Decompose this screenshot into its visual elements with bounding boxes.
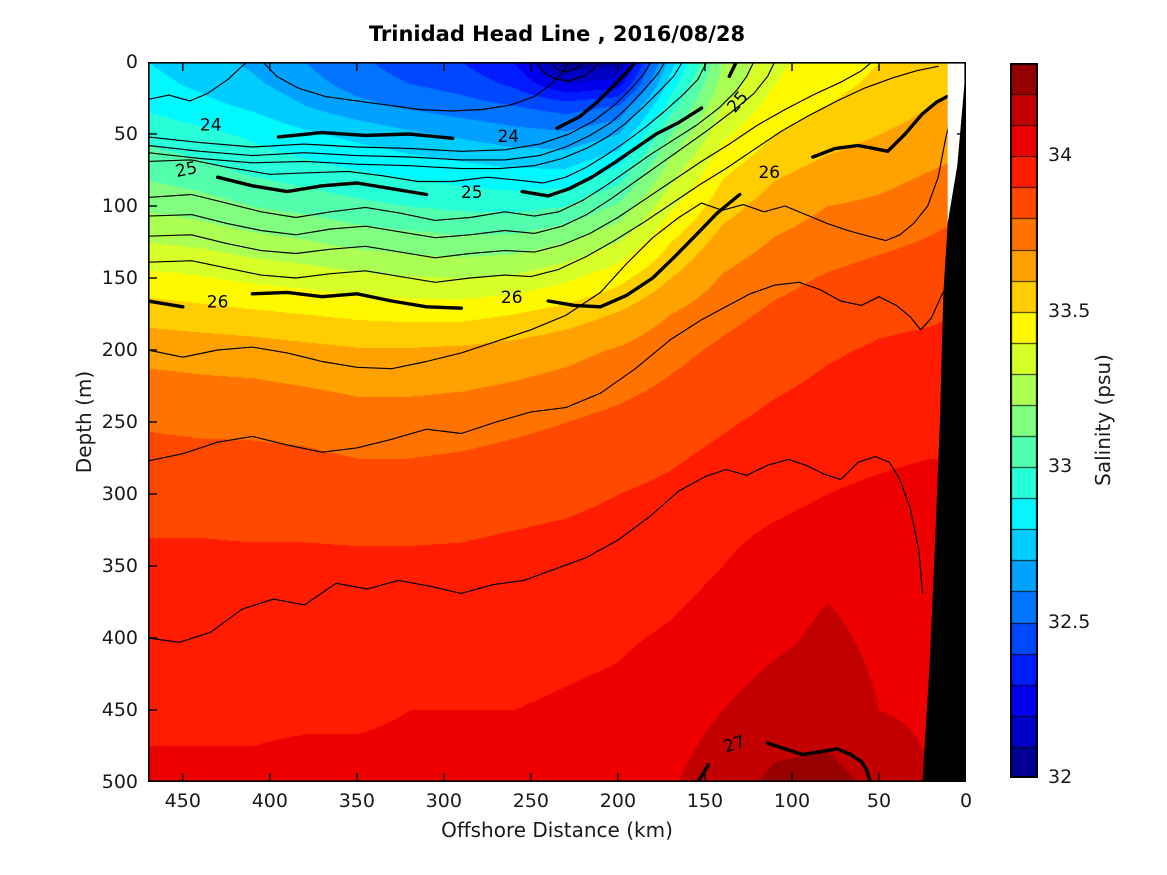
x-tick-label: 250 — [512, 790, 550, 812]
x-tick-label: 300 — [425, 790, 462, 812]
x-tick-label: 400 — [251, 790, 288, 812]
density-contour-23.8 — [262, 62, 570, 112]
density-contour-25.2 — [148, 62, 755, 221]
y-tick-label: 0 — [125, 51, 138, 73]
x-tick-label: 450 — [164, 790, 201, 812]
colorbar-tick-label: 33.5 — [1048, 299, 1091, 322]
contour-label-24: 24 — [200, 115, 222, 135]
density-contour-23.4 — [549, 62, 584, 73]
colorbar-tick-label: 32 — [1048, 766, 1073, 788]
density-contour-25 — [215, 62, 738, 198]
x-tick-label: 0 — [959, 790, 973, 812]
colorbar-label: Salinity (psu) — [1091, 354, 1115, 486]
y-tick-label: 500 — [101, 771, 138, 793]
y-tick-label: 300 — [101, 483, 138, 505]
density-contour-25.8 — [148, 65, 939, 283]
density-contour-24.6 — [148, 62, 683, 170]
y-tick-label: 450 — [101, 699, 138, 721]
y-tick-label: 50 — [113, 123, 138, 145]
contour-label-25: 25 — [174, 158, 199, 182]
x-tick-label: 50 — [866, 790, 892, 812]
y-tick-label: 250 — [101, 411, 138, 433]
density-contour-26.6 — [148, 456, 924, 643]
y-tick-label: 100 — [101, 195, 138, 217]
density-contour-25.6 — [148, 62, 873, 259]
colorbar-tick-label: 32.5 — [1048, 610, 1091, 633]
density-contour-24.4 — [148, 62, 666, 161]
contour-label-25: 25 — [723, 88, 752, 117]
y-tick-label: 400 — [101, 627, 138, 649]
y-tick-label: 200 — [101, 339, 138, 361]
x-tick-label: 100 — [773, 790, 811, 812]
no-data-wedge — [947, 62, 966, 224]
x-axis-label: Offshore Distance (km) — [441, 818, 673, 842]
contour-label-26: 26 — [501, 288, 523, 308]
contour-overlay: 24 24 25 25 25 26 26 26 27 — [148, 62, 966, 782]
density-contour-25.4 — [148, 62, 776, 239]
contour-label-25: 25 — [461, 183, 483, 203]
density-contour-26.4 — [148, 281, 948, 462]
colorbar-tick-label: 33 — [1048, 455, 1073, 478]
x-tick-label: 150 — [686, 790, 724, 812]
axes-frame — [148, 62, 966, 782]
density-contour-24.8 — [148, 62, 708, 184]
colorbar-tick-label: 34 — [1048, 144, 1073, 167]
contour-label-24: 24 — [497, 127, 519, 147]
y-tick-label: 350 — [101, 555, 138, 577]
contour-label-26: 26 — [758, 163, 780, 183]
density-contour-23.8 — [148, 62, 248, 102]
chart-title: Trinidad Head Line , 2016/08/28 — [368, 22, 746, 46]
density-contour-24.2 — [148, 62, 652, 152]
density-contour-26 — [148, 94, 949, 310]
contour-label-26: 26 — [207, 293, 229, 313]
salinity-field-canvas — [148, 62, 966, 782]
x-tick-label: 200 — [599, 790, 637, 812]
x-tick-label: 350 — [338, 790, 375, 812]
colorbar — [1010, 63, 1038, 778]
density-contour-23.6 — [535, 62, 600, 82]
contour-label-27: 27 — [721, 732, 748, 758]
density-contour-26.2 — [148, 124, 950, 370]
density-contour-27 — [696, 741, 872, 782]
density-contour-24 — [276, 62, 637, 140]
y-tick-label: 150 — [101, 267, 138, 289]
bathymetry-mask — [922, 66, 966, 782]
